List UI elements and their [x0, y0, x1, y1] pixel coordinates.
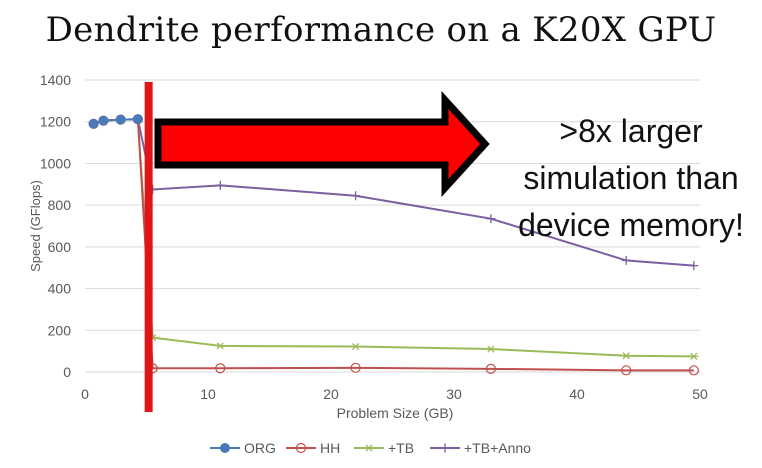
point-marker	[350, 362, 361, 373]
x-tick-label: 40	[569, 386, 585, 402]
x-tick-label: 0	[81, 386, 89, 402]
point-marker	[98, 115, 109, 126]
legend-item-TB: +TB	[354, 440, 414, 456]
legend-item-ORG: ORG	[210, 440, 276, 456]
legend-label: HH	[320, 440, 340, 456]
x-tick-label: 20	[323, 386, 339, 402]
point-marker	[485, 363, 496, 374]
y-tick-label: 1000	[40, 155, 71, 171]
y-tick-label: 800	[48, 197, 72, 213]
x-tick-label: 50	[692, 386, 708, 402]
point-marker	[220, 443, 230, 453]
point-marker	[486, 345, 496, 353]
point-marker	[621, 255, 631, 265]
legend-label: ORG	[244, 440, 276, 456]
point-marker	[621, 352, 631, 360]
point-marker	[215, 363, 226, 374]
big-arrow-icon	[154, 90, 490, 198]
point-marker	[689, 352, 699, 360]
y-tick-label: 600	[48, 239, 72, 255]
y-tick-label: 0	[63, 364, 71, 380]
point-marker	[295, 442, 307, 454]
point-marker	[88, 118, 99, 129]
legend-label: +TB+Anno	[464, 440, 531, 456]
y-tick-label: 400	[48, 281, 72, 297]
series-layer	[88, 114, 699, 376]
series-ORG	[88, 114, 143, 129]
tick-labels: 0 200 400 600 800 1000 1200 1400 0 10 20 30 40 50	[40, 72, 708, 402]
point-marker	[351, 342, 361, 351]
point-marker	[215, 180, 225, 190]
legend-item-HH: HH	[286, 440, 340, 456]
x-tick-label: 30	[446, 386, 462, 402]
point-marker	[440, 443, 450, 453]
point-marker	[486, 214, 496, 224]
y-tick-label: 1200	[40, 114, 71, 130]
annotation-text: >8x larger simulation than device memory…	[500, 108, 762, 249]
slide-title: Dendrite performance on a K20X GPU	[45, 10, 717, 50]
annotation-line-1: >8x larger	[559, 113, 703, 149]
annotation-line-3: device memory!	[518, 207, 744, 243]
point-marker	[351, 191, 361, 201]
annotation-line-2: simulation than	[523, 160, 739, 196]
point-marker	[215, 342, 225, 350]
point-marker	[132, 114, 143, 125]
x-tick-label: 10	[200, 386, 216, 402]
y-tick-label: 1400	[40, 72, 71, 88]
x-axis-label: Problem Size (GB)	[337, 405, 454, 421]
point-marker	[688, 365, 699, 376]
point-marker	[621, 365, 632, 376]
legend-item-TBAnno: +TB+Anno	[430, 440, 531, 456]
legend: ORG HH +TB +TB+Anno	[210, 440, 531, 456]
series-line	[93, 118, 138, 125]
y-tick-label: 200	[48, 322, 72, 338]
point-marker	[115, 114, 126, 125]
point-marker	[364, 444, 374, 452]
legend-label: +TB	[388, 440, 414, 456]
y-axis-label: Speed (GFlops)	[28, 180, 43, 272]
point-marker	[689, 261, 699, 271]
